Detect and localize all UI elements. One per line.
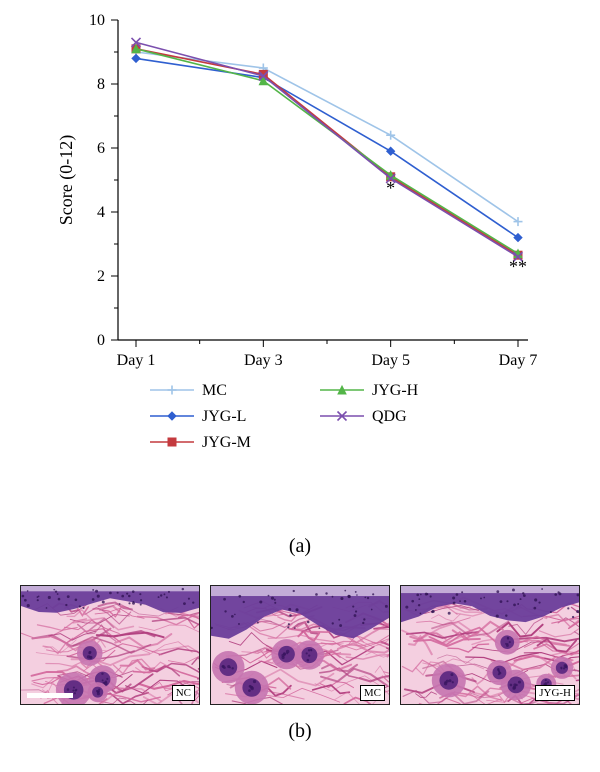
panel-b-histology: NC MC JYG-H [20, 585, 580, 715]
svg-text:2: 2 [97, 268, 105, 285]
svg-text:JYG-L: JYG-L [202, 408, 246, 425]
histology-panel-jygh: JYG-H [400, 585, 580, 705]
histology-label-jygh: JYG-H [535, 685, 575, 701]
panel-a-caption: (a) [0, 535, 600, 558]
svg-text:6: 6 [97, 140, 105, 157]
svg-text:MC: MC [202, 382, 227, 399]
histology-label-mc: MC [360, 685, 385, 701]
svg-text:*: * [386, 178, 395, 198]
svg-text:Day 3: Day 3 [244, 352, 283, 369]
histology-panel-nc: NC [20, 585, 200, 705]
svg-text:Day 5: Day 5 [371, 352, 410, 369]
svg-text:4: 4 [97, 204, 105, 221]
svg-text:**: ** [509, 256, 527, 276]
svg-text:0: 0 [97, 332, 105, 349]
histology-label-nc: NC [172, 685, 195, 701]
panel-b-caption: (b) [0, 720, 600, 743]
svg-text:QDG: QDG [372, 408, 407, 425]
figure-container: 0 2 4 6 8 10 Day 1 Day 3 Day 5 Day 7 Score (0-12) *… [0, 0, 600, 772]
svg-text:JYG-M: JYG-M [202, 434, 251, 451]
svg-text:10: 10 [89, 12, 105, 29]
line-chart-svg: 0 2 4 6 8 10 Day 1 Day 3 Day 5 Day 7 Score (0-12) *… [50, 10, 550, 530]
svg-text:JYG-H: JYG-H [372, 382, 419, 399]
histology-panel-mc: MC [210, 585, 390, 705]
svg-text:Day 1: Day 1 [117, 352, 156, 369]
panel-b-caption-text: (b) [288, 720, 311, 742]
panel-a-chart: 0 2 4 6 8 10 Day 1 Day 3 Day 5 Day 7 Score (0-12) *… [50, 10, 550, 530]
scale-bar [27, 693, 73, 698]
svg-text:Day 7: Day 7 [499, 352, 538, 369]
panel-a-caption-text: (a) [289, 535, 311, 557]
svg-text:8: 8 [97, 76, 105, 93]
svg-text:Score (0-12): Score (0-12) [56, 135, 77, 225]
